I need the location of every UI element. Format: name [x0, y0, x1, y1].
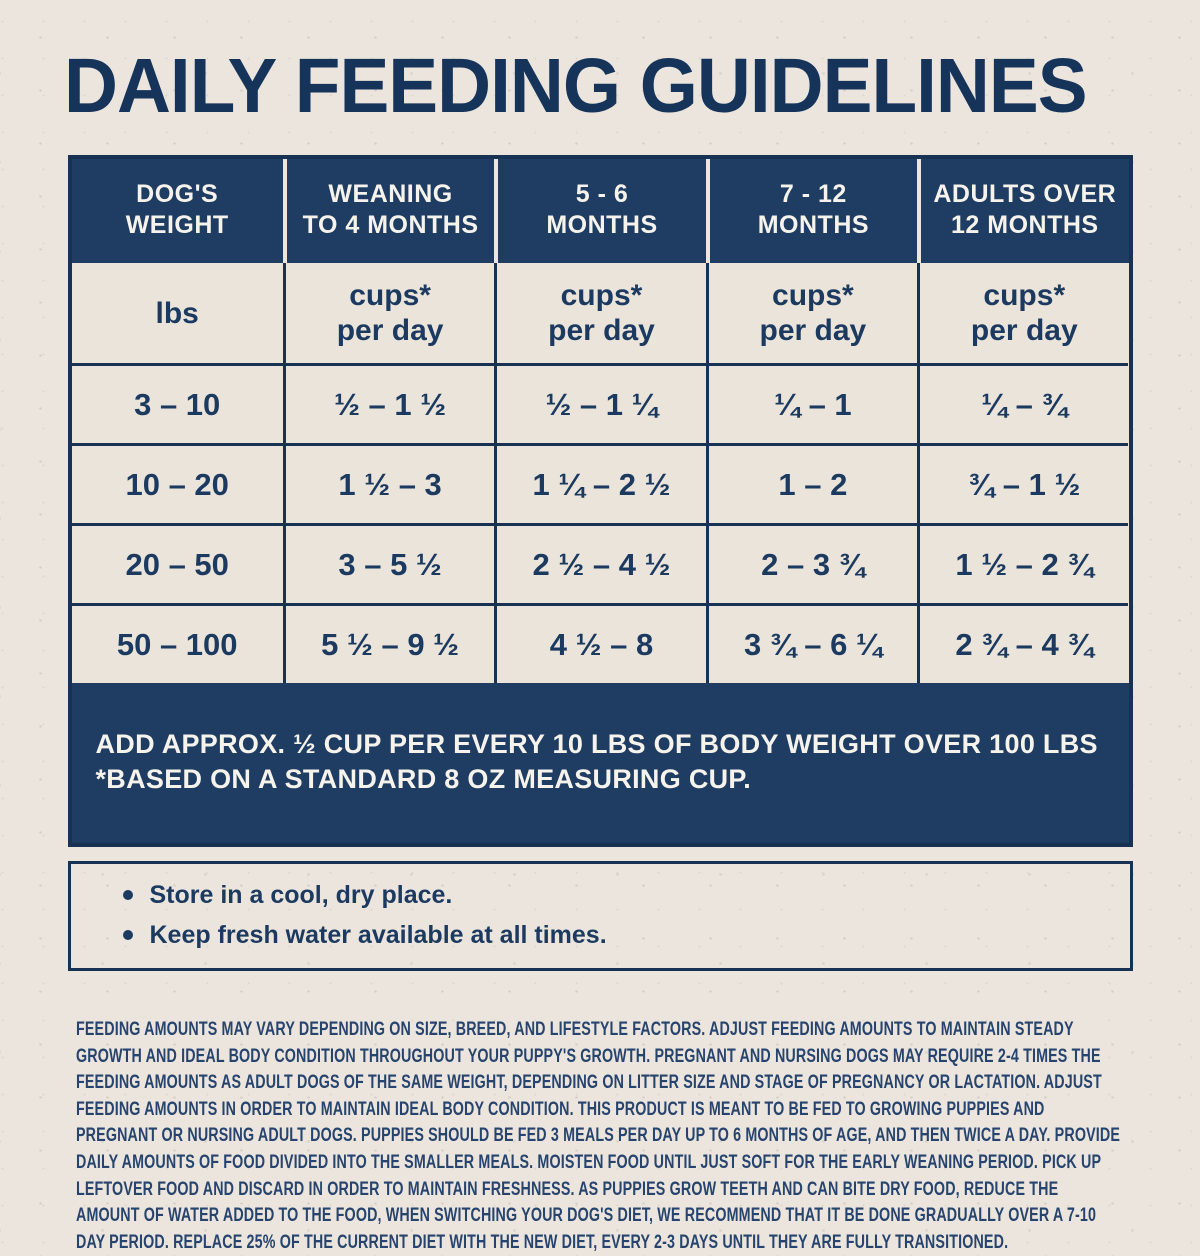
units-cell: cups* per day [917, 263, 1129, 363]
column-header-adults-over-12: ADULTS OVER 12 MONTHS [917, 159, 1128, 263]
cups-cell: 1 – 2 [705, 443, 918, 523]
feeding-table: DOG'S WEIGHT WEANING TO 4 MONTHS 5 - 6 M… [67, 155, 1133, 847]
weight-range-cell: 3 – 10 [71, 363, 283, 443]
disclaimer-paragraph: FEEDING AMOUNTS MAY VARY DEPENDING ON SI… [76, 1019, 1121, 1253]
units-cell: cups* per day [282, 263, 495, 363]
storage-note-text: Keep fresh water available at all times. [149, 921, 607, 949]
cups-cell: 1 ½ – 3 [282, 443, 495, 523]
cups-cell: 3 – 5 ½ [282, 523, 495, 603]
cups-cell: 4 ½ – 8 [494, 603, 706, 683]
cups-cell: ½ – 1 ¼ [494, 363, 706, 443]
table-row: 50 – 100 5 ½ – 9 ½ 4 ½ – 8 3 ¾ – 6 ¼ 2 ¾… [71, 603, 1129, 683]
bullet-icon [122, 930, 133, 940]
units-cell: lbs [71, 263, 283, 363]
daily-feeding-guidelines-sheet: DAILY FEEDING GUIDELINES DOG'S WEIGHT WE… [0, 42, 1200, 1253]
table-units-row: lbs cups* per day cups* per day cups* pe… [71, 263, 1129, 363]
cups-cell: ¼ – 1 [705, 363, 918, 443]
cups-cell: ¼ – ¾ [917, 363, 1129, 443]
cups-cell: 5 ½ – 9 ½ [282, 603, 495, 683]
cups-cell: 2 – 3 ¾ [705, 523, 918, 603]
weight-range-cell: 50 – 100 [71, 603, 283, 683]
cups-cell: 3 ¾ – 6 ¼ [705, 603, 918, 683]
page-title: DAILY FEEDING GUIDELINES [64, 43, 1088, 129]
cups-cell: 2 ½ – 4 ½ [494, 523, 706, 603]
footnote-band: ADD APPROX. ½ CUP PER EVERY 10 LBS OF BO… [71, 683, 1129, 843]
column-header-5-6-months: 5 - 6 MONTHS [494, 159, 705, 263]
table-row: 20 – 50 3 – 5 ½ 2 ½ – 4 ½ 2 – 3 ¾ 1 ½ – … [71, 523, 1129, 603]
column-header-7-12-months: 7 - 12 MONTHS [705, 159, 917, 263]
storage-note-item: Store in a cool, dry place. [122, 881, 1110, 909]
bullet-icon [122, 890, 133, 900]
cups-cell: ½ – 1 ½ [282, 363, 495, 443]
column-header-weaning-4-months: WEANING TO 4 MONTHS [282, 159, 494, 263]
storage-note-text: Store in a cool, dry place. [149, 881, 453, 909]
cups-cell: ¾ – 1 ½ [917, 443, 1129, 523]
table-row: 10 – 20 1 ½ – 3 1 ¼ – 2 ½ 1 – 2 ¾ – 1 ½ [71, 443, 1129, 523]
storage-note-item: Keep fresh water available at all times. [122, 921, 1110, 949]
table-header-row: DOG'S WEIGHT WEANING TO 4 MONTHS 5 - 6 M… [71, 159, 1129, 263]
cups-cell: 1 ½ – 2 ¾ [917, 523, 1129, 603]
units-cell: cups* per day [494, 263, 706, 363]
units-cell: cups* per day [705, 263, 918, 363]
disclaimer-section: FEEDING AMOUNTS MAY VARY DEPENDING ON SI… [76, 1017, 1122, 1256]
table-row: 3 – 10 ½ – 1 ½ ½ – 1 ¼ ¼ – 1 ¼ – ¾ [71, 363, 1129, 443]
column-header-dogs-weight: DOG'S WEIGHT [125, 180, 229, 239]
weight-range-cell: 20 – 50 [71, 523, 283, 603]
weight-range-cell: 10 – 20 [71, 443, 283, 523]
cups-cell: 2 ¾ – 4 ¾ [917, 603, 1129, 683]
storage-notes-box: Store in a cool, dry place. Keep fresh w… [67, 861, 1133, 971]
cups-cell: 1 ¼ – 2 ½ [494, 443, 706, 523]
footnote-text: ADD APPROX. ½ CUP PER EVERY 10 LBS OF BO… [95, 729, 1098, 794]
